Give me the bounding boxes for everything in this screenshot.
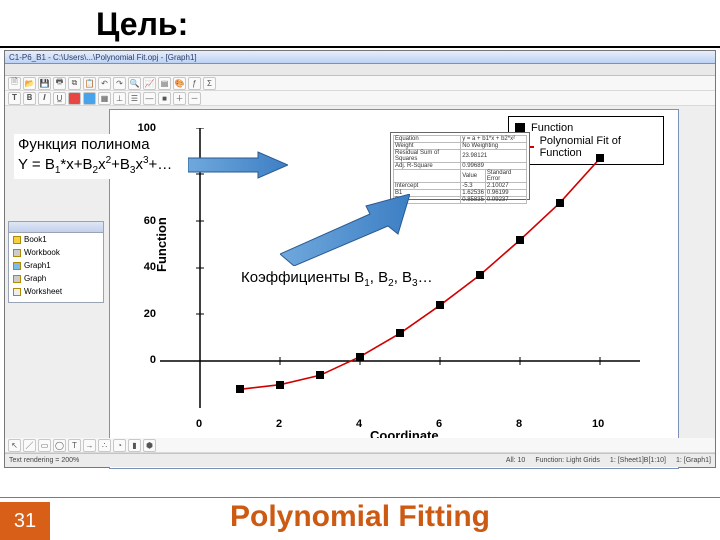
workbook-icon bbox=[13, 249, 21, 257]
x-tick: 8 bbox=[516, 418, 522, 430]
legend-icon[interactable]: ☰ bbox=[128, 92, 141, 105]
x-tick: 4 bbox=[356, 418, 362, 430]
data-point bbox=[596, 154, 604, 162]
paste-icon[interactable]: 📋 bbox=[83, 77, 96, 90]
linestyle-icon[interactable]: — bbox=[143, 92, 156, 105]
text-tool-icon[interactable]: T bbox=[68, 439, 81, 452]
menu-bar[interactable] bbox=[5, 64, 715, 76]
fill-icon[interactable] bbox=[83, 92, 96, 105]
grid-icon[interactable]: ▦ bbox=[98, 92, 111, 105]
annotation-formula: Функция полинома Y = B1*x+B2x2+B3x3+… bbox=[14, 134, 184, 179]
underline-icon[interactable]: U̲ bbox=[53, 92, 66, 105]
save-icon[interactable]: 💾 bbox=[38, 77, 51, 90]
layers-icon[interactable]: ▤ bbox=[158, 77, 171, 90]
project-item-label: Graph bbox=[24, 274, 46, 283]
slide-footer-title: Polynomial Fitting bbox=[0, 500, 720, 534]
annotation-formula-line2: Y = B1*x+B2x2+B3x3+… bbox=[18, 155, 180, 178]
workbook-icon bbox=[13, 236, 21, 244]
x-tick: 6 bbox=[436, 418, 442, 430]
project-item[interactable]: Graph1 bbox=[9, 259, 103, 272]
data-point bbox=[356, 353, 364, 361]
status-cell: Function: Light Grids bbox=[535, 457, 600, 464]
project-item[interactable]: Book1 bbox=[9, 233, 103, 246]
y-tick: 20 bbox=[128, 308, 156, 320]
y-tick: 0 bbox=[128, 354, 156, 366]
annotation-arrow-2 bbox=[280, 194, 410, 266]
slide-title-separator bbox=[0, 46, 720, 48]
toolbar-row-1[interactable]: 🗎 📂 💾 🖶 ⧉ 📋 ↶ ↷ 🔍 📈 ▤ 🎨 ƒ Σ bbox=[5, 76, 715, 91]
status-cell: 1: [Graph1] bbox=[676, 457, 711, 464]
annotation-formula-line1: Функция полинома bbox=[18, 136, 180, 155]
project-item-label: Workbook bbox=[24, 248, 60, 257]
data-point bbox=[316, 371, 324, 379]
worksheet-icon bbox=[13, 288, 21, 296]
data-point bbox=[396, 329, 404, 337]
window-titlebar: C1-P6_B1 - C:\Users\...\Polynomial Fit.o… bbox=[5, 51, 715, 64]
open-icon[interactable]: 📂 bbox=[23, 77, 36, 90]
marker-icon[interactable]: ■ bbox=[158, 92, 171, 105]
project-item[interactable]: Graph bbox=[9, 272, 103, 285]
status-left: Text rendering = 200% bbox=[9, 457, 79, 464]
undo-icon[interactable]: ↶ bbox=[98, 77, 111, 90]
zoom-icon[interactable]: 🔍 bbox=[128, 77, 141, 90]
status-cell: All: 10 bbox=[506, 457, 525, 464]
3d-tool-icon[interactable]: ⬢ bbox=[143, 439, 156, 452]
slide-title: Цель: bbox=[96, 6, 188, 43]
data-point bbox=[476, 271, 484, 279]
chart-icon[interactable]: 📈 bbox=[143, 77, 156, 90]
copy-icon[interactable]: ⧉ bbox=[68, 77, 81, 90]
project-item-label: Graph1 bbox=[24, 261, 51, 270]
project-item[interactable]: Worksheet bbox=[9, 285, 103, 298]
ellipse-tool-icon[interactable]: ◯ bbox=[53, 439, 66, 452]
bar-tool-icon[interactable]: ▮ bbox=[128, 439, 141, 452]
y-tick: 60 bbox=[128, 215, 156, 227]
project-explorer[interactable]: Book1 Workbook Graph1 Graph Worksheet bbox=[8, 221, 104, 303]
rect-tool-icon[interactable]: ▭ bbox=[38, 439, 51, 452]
new-icon[interactable]: 🗎 bbox=[8, 77, 21, 90]
y-tick: 40 bbox=[128, 261, 156, 273]
color-icon[interactable] bbox=[68, 92, 81, 105]
data-point bbox=[516, 236, 524, 244]
toolbar-row-bottom[interactable]: ↖ ／ ▭ ◯ T → ∴ ◔ ▮ ⬢ bbox=[5, 438, 715, 453]
data-point bbox=[276, 381, 284, 389]
annotation-arrow-1 bbox=[188, 150, 288, 180]
project-item[interactable]: Workbook bbox=[9, 246, 103, 259]
graph-icon bbox=[13, 275, 21, 283]
annotation-coefficients: Коэффициенты B1, B2, B3… bbox=[238, 268, 436, 290]
arrow-tool-icon[interactable]: → bbox=[83, 439, 96, 452]
data-point bbox=[556, 199, 564, 207]
project-item-label: Book1 bbox=[24, 235, 47, 244]
palette-icon[interactable]: 🎨 bbox=[173, 77, 186, 90]
italic-icon[interactable]: 𝑰 bbox=[38, 92, 51, 105]
data-point bbox=[436, 301, 444, 309]
x-tick: 10 bbox=[592, 418, 604, 430]
zoomin-icon[interactable]: ＋ bbox=[173, 92, 186, 105]
data-point bbox=[236, 385, 244, 393]
scatter-tool-icon[interactable]: ∴ bbox=[98, 439, 111, 452]
font-icon[interactable]: 𝐓 bbox=[8, 92, 21, 105]
project-explorer-header bbox=[9, 222, 103, 233]
redo-icon[interactable]: ↷ bbox=[113, 77, 126, 90]
pie-tool-icon[interactable]: ◔ bbox=[113, 439, 126, 452]
y-tick: 100 bbox=[128, 122, 156, 134]
x-tick: 0 bbox=[196, 418, 202, 430]
zoomout-icon[interactable]: － bbox=[188, 92, 201, 105]
line-tool-icon[interactable]: ／ bbox=[23, 439, 36, 452]
toolbar-row-2[interactable]: 𝐓 𝐁 𝑰 U̲ ▦ ⊥ ☰ — ■ ＋ － bbox=[5, 91, 715, 106]
project-item-label: Worksheet bbox=[24, 287, 62, 296]
pointer-icon[interactable]: ↖ bbox=[8, 439, 21, 452]
axis-icon[interactable]: ⊥ bbox=[113, 92, 126, 105]
fx-icon[interactable]: ƒ bbox=[188, 77, 201, 90]
slide-number: 31 bbox=[0, 502, 50, 540]
status-cell: 1: [Sheet1]B[1:10] bbox=[610, 457, 666, 464]
status-bar: Text rendering = 200% All: 10 Function: … bbox=[5, 453, 715, 467]
footer-rule bbox=[0, 497, 720, 498]
print-icon[interactable]: 🖶 bbox=[53, 77, 66, 90]
graph-icon bbox=[13, 262, 21, 270]
sigma-icon[interactable]: Σ bbox=[203, 77, 216, 90]
bold-icon[interactable]: 𝐁 bbox=[23, 92, 36, 105]
x-tick: 2 bbox=[276, 418, 282, 430]
